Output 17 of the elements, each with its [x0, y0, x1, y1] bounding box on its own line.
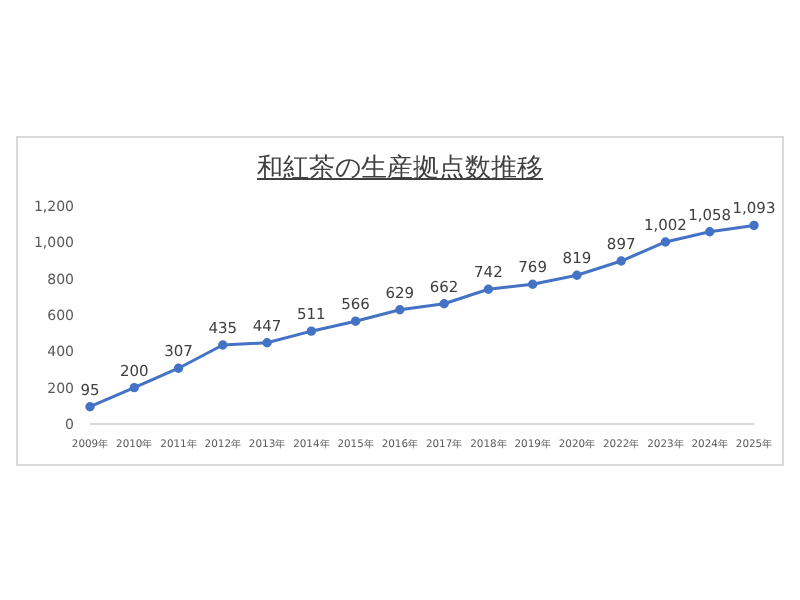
point: [218, 340, 228, 350]
point: [660, 237, 671, 247]
point: [129, 382, 139, 393]
point: [173, 363, 184, 373]
point: [527, 279, 538, 289]
point: [616, 256, 626, 266]
point: [306, 326, 317, 336]
point: [262, 338, 272, 348]
point: [350, 316, 361, 326]
point: [85, 402, 95, 412]
point: [483, 284, 494, 294]
point: [395, 305, 405, 315]
point: [705, 227, 715, 237]
point: [439, 299, 449, 309]
chart-title: 和紅茶の生産拠点数推移: [255, 152, 545, 186]
point: [749, 220, 759, 231]
point: [572, 270, 582, 280]
